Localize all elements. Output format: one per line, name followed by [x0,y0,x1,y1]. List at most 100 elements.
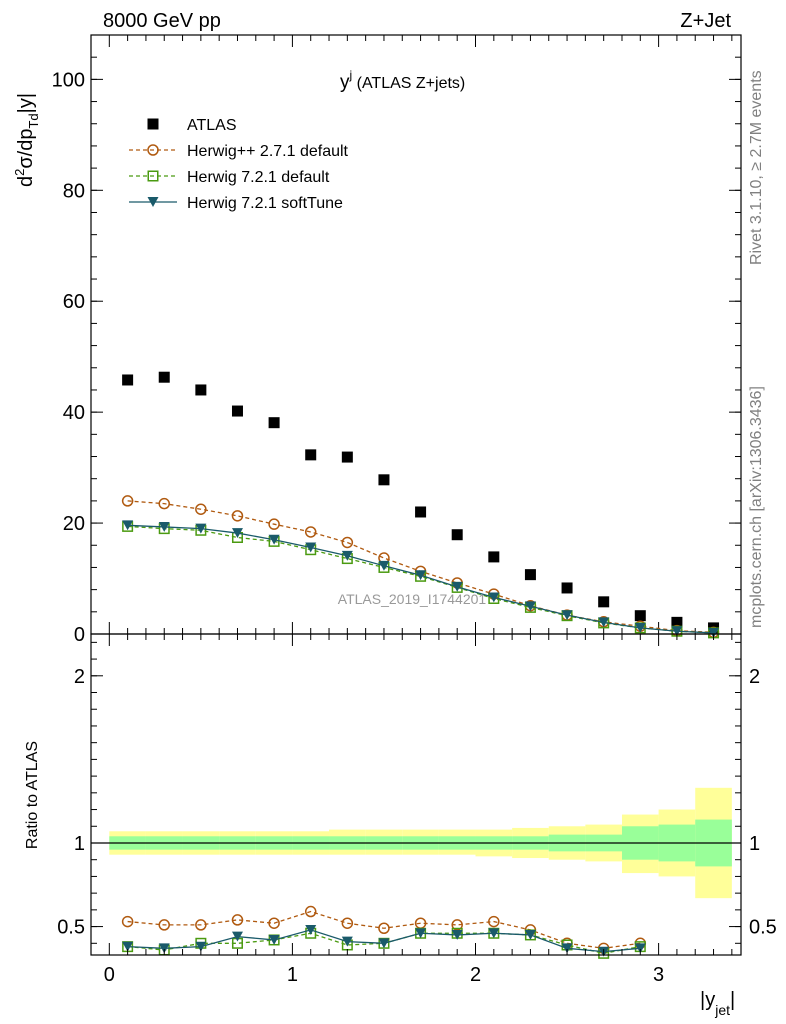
ratio-data-point [378,938,390,949]
ratio-data-point [305,924,317,935]
data-point [122,520,134,531]
data-point [195,523,207,534]
legend-marker [147,144,159,156]
legend: ATLAS Herwig++ 2.7.1 default Herwig 7.2.1 … [129,117,349,212]
header-right: Z+Jet [680,10,731,32]
watermark: ATLAS_2019_I1744201 [338,591,487,607]
data-point [341,451,353,463]
y-tick-label: 1 [74,833,85,855]
data-point [598,596,610,608]
chart-title: yj (ATLAS Z+jets) [340,68,465,93]
data-point [451,581,463,592]
y-tick-label-right: 0.5 [749,917,777,939]
legend-entry: Herwig 7.2.1 default [129,169,330,186]
y-tick-label: 0.5 [57,917,85,939]
title-main: y [340,72,350,93]
data-point [341,536,354,549]
data-point [671,626,683,637]
data-point [524,569,536,581]
data-point [634,622,646,633]
data-point [121,495,134,507]
data-point [634,610,646,622]
data-point [231,528,243,539]
title-rest: (ATLAS Z+jets) [352,75,465,92]
ratio-data-point [121,915,134,928]
ratio-data-point [561,943,573,954]
y-tick-label: 2 [74,666,85,688]
ratio-data-point [524,929,536,940]
ratio-series-line [127,910,641,949]
data-point [158,522,170,532]
y-tick-label: 0 [74,624,85,646]
data-point [158,371,170,383]
series-0 [122,371,720,634]
y-tick-label: 20 [63,513,85,535]
data-point [268,417,280,429]
y-axis-label: d2σ/dpTd|y| [12,93,41,187]
ratio-data-point [122,941,134,952]
data-point [671,616,683,628]
data-point [488,551,500,563]
ratio-data-point [488,928,500,939]
data-point [268,534,280,545]
y-tick-label: 60 [63,291,85,313]
data-point [305,542,317,553]
legend-marker [147,197,159,207]
data-point [304,526,317,538]
data-point [415,506,427,518]
data-point [195,503,207,515]
ratio-data-point [195,919,207,931]
legend-entry: Herwig 7.2.1 softTune [129,195,343,212]
ratio-data-point [231,931,243,942]
title-sup: j [349,68,353,82]
ratio-data-point [451,929,463,940]
data-point [341,550,353,561]
legend-label: Herwig++ 2.7.1 default [187,143,349,160]
ratio-data-point [451,919,463,931]
ratio-y-axis-label: Ratio to ATLAS [24,741,41,849]
legend-label: Herwig 7.2.1 softTune [187,195,343,212]
data-point [561,582,573,594]
header-left: 8000 GeV pp [103,10,221,32]
data-point [378,560,390,571]
data-point [231,405,243,417]
mcplots-label: mcplots.cern.ch [arXiv:1306.3436] [748,386,765,628]
data-point [305,449,317,461]
ratio-data-point [415,928,427,939]
x-tick-label: 3 [653,964,664,986]
data-point [488,592,500,603]
data-point [158,497,170,510]
ratio-data-point [268,917,280,929]
data-point [561,610,573,621]
ratio-data-point [378,922,390,934]
y-tick-label: 80 [63,180,85,202]
legend-label: ATLAS [187,117,237,134]
data-point [378,474,390,486]
data-point [415,570,427,581]
data-point [122,374,134,386]
y-tick-label-right: 2 [749,666,760,688]
x-tick-label: 1 [287,964,298,986]
y-tick-label: 40 [63,402,85,424]
data-point [598,617,610,628]
ratio-data-point [231,914,244,926]
rivet-label: Rivet 3.1.10, ≥ 2.7M events [748,70,765,265]
plot-frame [90,633,742,956]
ratio-data-point [158,943,170,954]
ratio-data-point [634,943,646,954]
ratio-data-point [488,915,500,928]
legend-label: Herwig 7.2.1 default [187,169,330,186]
x-tick-label: 0 [104,964,115,986]
data-point [195,384,207,396]
ratio-data-point [158,919,170,931]
legend-entry: Herwig++ 2.7.1 default [129,143,349,160]
y-tick-label: 100 [52,69,85,91]
data-point [231,510,244,522]
legend-marker [147,118,159,130]
y-tick-label-right: 1 [749,833,760,855]
x-tick-label: 2 [470,964,481,986]
ratio-data-point [341,936,353,947]
x-axis-label: |yjet| [700,989,735,1018]
series-3 [122,520,720,638]
